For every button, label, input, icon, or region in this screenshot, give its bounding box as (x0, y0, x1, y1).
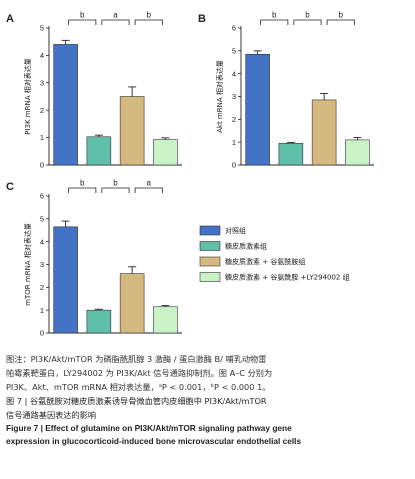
significance-label: b (147, 11, 152, 20)
legend-swatch (199, 225, 221, 236)
y-tick-label: 1 (40, 306, 44, 315)
legend-label: 糖皮质激素 + 谷氨酰胺组 (225, 257, 305, 266)
y-tick-label: 5 (40, 214, 44, 223)
y-tick-label: 1 (232, 138, 236, 147)
significance-label: a (113, 11, 118, 20)
significance-bracket (101, 19, 130, 25)
y-tick-label: 2 (40, 106, 44, 115)
y-tick-label: 4 (40, 51, 44, 60)
bar (153, 306, 178, 334)
legend-swatch (199, 241, 221, 251)
y-tick-label: 3 (232, 92, 236, 101)
chart-panel-a: A 0 1 2 3 4 5 PI3K mRNA 相对表达量 b a b (6, 11, 182, 170)
y-tick-label: 2 (232, 115, 236, 124)
y-tick-label: 5 (232, 46, 236, 55)
chart-panel-c: C 0 1 2 3 4 5 6 mTOR mRNA 相对表达量 b b a (6, 179, 182, 338)
significance-label: b (113, 179, 118, 188)
y-tick-label: 1 (40, 133, 44, 142)
caption-title-en-line-2: expression in glucocorticoid-induced bon… (6, 436, 302, 446)
y-axis-label: mTOR mRNA 相对表达量 (23, 223, 32, 306)
significance-label: b (80, 179, 85, 188)
y-tick-label: 6 (40, 192, 44, 201)
y-tick-label: 5 (40, 24, 44, 33)
caption-note-line-1: 图注：PI3K/Akt/mTOR 为磷脂酰肌醇 3 激酶 / 蛋白激酶 B/ 哺… (6, 354, 267, 364)
significance-bracket (293, 19, 322, 25)
significance-bracket (101, 187, 130, 193)
caption-title-en-line-1: Figure 7 | Effect of glutamine on PI3K/A… (6, 423, 292, 433)
bar (119, 273, 145, 334)
significance-label: b (272, 11, 277, 20)
significance-bracket (68, 19, 97, 25)
y-tick-label: 4 (40, 237, 44, 246)
legend-label: 对照组 (225, 226, 246, 235)
y-tick-label: 6 (232, 24, 236, 33)
caption-title-cn-line-1: 图 7 | 谷氨酰胺对糖皮质激素诱导骨微血管内皮细胞中 PI3K/Akt/mTO… (6, 396, 267, 406)
panel-letter: B (198, 13, 206, 25)
legend-label: 糖皮质激素 + 谷氨酰胺 +LY294002 组 (225, 273, 350, 282)
bar (245, 53, 270, 166)
y-axis-label: PI3K mRNA 相对表达量 (23, 58, 32, 135)
y-tick-label: 4 (232, 69, 236, 78)
figure-caption: 图注：PI3K/Akt/mTOR 为磷脂酰肌醇 3 激酶 / 蛋白激酶 B/ 哺… (6, 352, 410, 448)
legend-label: 糖皮质激素组 (225, 242, 267, 251)
chart-panel-b: B 0 1 2 3 4 5 6 Akt mRNA 相对表达量 b b b (198, 11, 374, 170)
significance-bracket (68, 187, 97, 193)
significance-bracket (134, 19, 163, 25)
legend-swatch (199, 272, 221, 282)
bar (278, 143, 304, 166)
bar (311, 99, 337, 166)
significance-label: b (80, 11, 85, 20)
y-tick-label: 3 (40, 260, 44, 269)
bar (119, 96, 145, 166)
significance-bracket (326, 19, 355, 25)
y-tick-label: 0 (40, 329, 44, 338)
legend-swatch (199, 256, 221, 267)
y-tick-label: 0 (232, 161, 236, 170)
chart-figure: A 0 1 2 3 4 5 PI3K mRNA 相对表达量 b a b B 0 1 2 3 4 5 6 Akt mRN… (6, 11, 374, 338)
y-tick-label: 3 (40, 78, 44, 87)
panel-letter: A (6, 13, 14, 25)
bar (53, 226, 78, 334)
panel-letter: C (6, 181, 14, 193)
y-tick-label: 0 (40, 161, 44, 170)
significance-label: a (147, 179, 152, 188)
caption-note-line-3: PI3K、Akt、mTOR mRNA 相对表达量，ᵃP < 0.001，ᵇP <… (6, 382, 271, 392)
bar (345, 139, 370, 166)
bar (86, 309, 112, 334)
bar (153, 139, 178, 166)
y-tick-label: 2 (40, 283, 44, 292)
significance-label: b (339, 11, 344, 20)
significance-bracket (134, 187, 163, 193)
significance-label: b (305, 11, 310, 20)
bar (53, 44, 78, 166)
significance-bracket (260, 19, 289, 25)
y-axis-label: Akt mRNA 相对表达量 (215, 60, 224, 133)
caption-title-cn-line-2: 信号通路基因表达的影响 (6, 410, 97, 420)
bar (86, 136, 112, 166)
caption-note-line-2: 帕霉素靶蛋白，LY294002 为 PI3K/Akt 信号通路抑制剂。图 A–C… (6, 368, 273, 378)
